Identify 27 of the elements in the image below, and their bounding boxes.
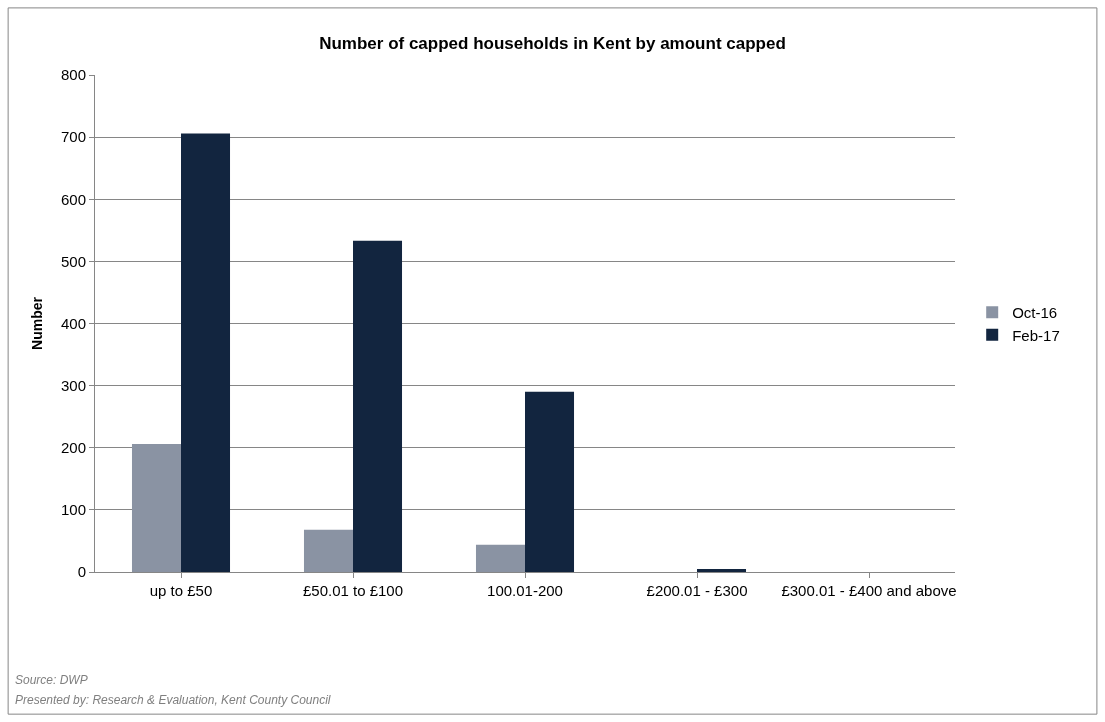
- bar: [525, 391, 575, 572]
- legend-label: Oct-16: [1012, 304, 1058, 322]
- y-tick-label: 800: [60, 66, 86, 84]
- y-tick-label: 500: [60, 252, 86, 270]
- y-tick-label: 600: [60, 190, 86, 208]
- bar: [303, 529, 353, 572]
- x-tick-label: 100.01-200: [487, 582, 563, 599]
- source-note: Source: DWP: [15, 673, 88, 687]
- y-tick-label: 700: [60, 128, 86, 146]
- x-tick-label: £300.01 - £400 and above: [781, 582, 957, 599]
- y-tick-label: 0: [77, 563, 86, 581]
- y-tick-label: 300: [60, 376, 86, 394]
- bar: [475, 544, 525, 572]
- y-tick-label: 200: [60, 439, 86, 456]
- y-tick-label: 100: [60, 501, 86, 519]
- text: Presented by: Research & Evaluation, Kent County Council: [15, 693, 331, 707]
- x-tick-label: up to £50: [149, 582, 213, 599]
- bar: [131, 444, 181, 572]
- bar: [697, 568, 747, 572]
- legend-label: Feb-17: [1012, 326, 1060, 344]
- chart-title: Number of capped households in Kent by amount capped: [319, 34, 786, 54]
- bar: [181, 133, 231, 572]
- y-tick-label: 400: [60, 314, 86, 332]
- y-axis-title: Number: [28, 296, 45, 350]
- x-tick-label: £200.01 - £300: [646, 582, 748, 599]
- bar: [353, 240, 403, 572]
- x-tick-label: £50.01 to £100: [302, 582, 404, 599]
